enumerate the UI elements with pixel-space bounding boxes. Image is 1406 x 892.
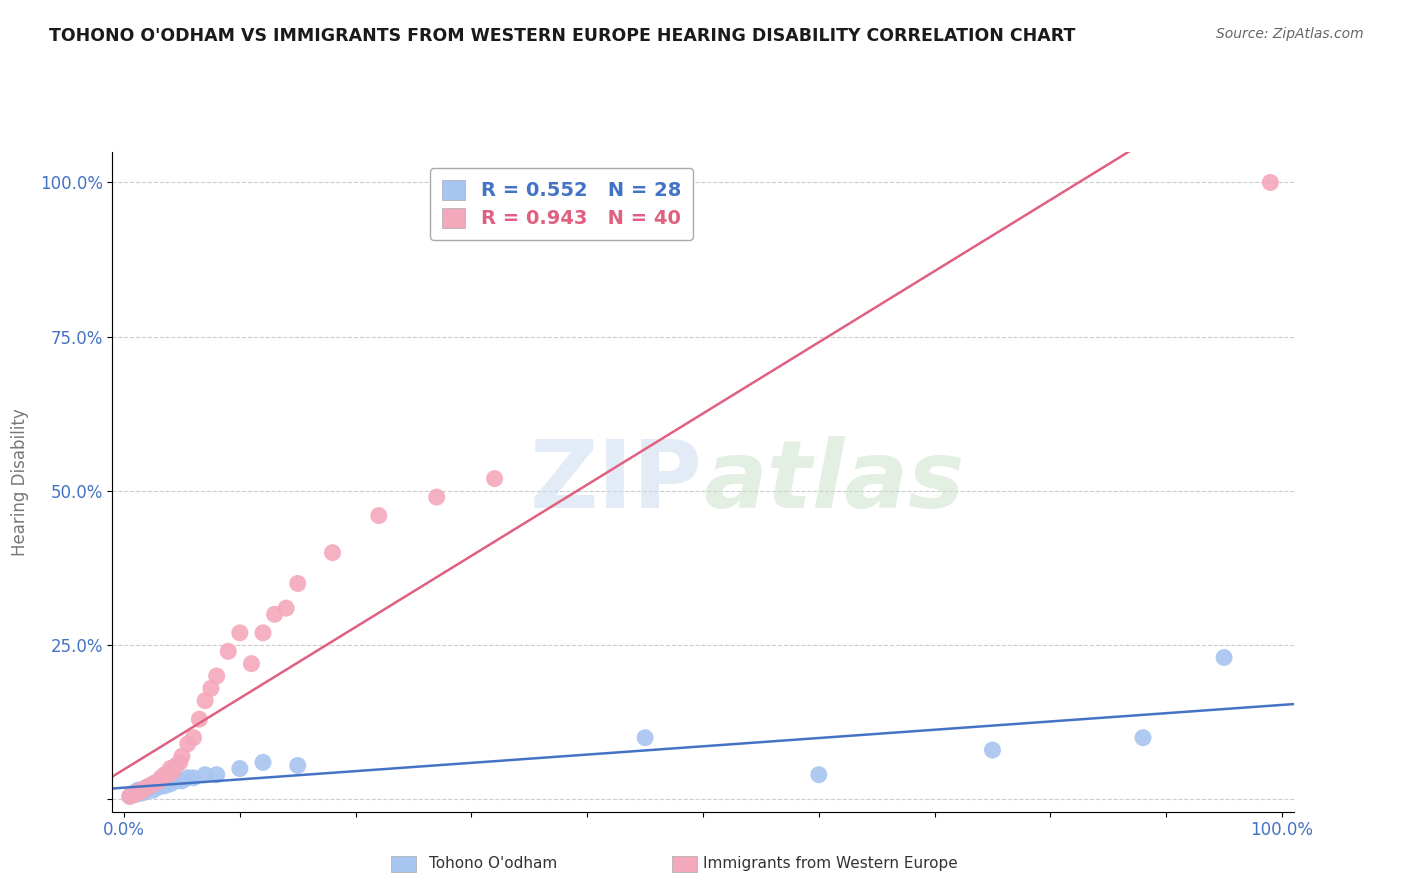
Point xyxy=(134,781,156,796)
Point xyxy=(287,758,309,772)
Point xyxy=(426,490,449,504)
Point xyxy=(484,472,506,486)
Point xyxy=(981,743,1004,757)
Point xyxy=(131,783,153,797)
Point xyxy=(127,783,149,797)
Point xyxy=(183,771,205,785)
Point xyxy=(263,607,285,622)
Text: TOHONO O'ODHAM VS IMMIGRANTS FROM WESTERN EUROPE HEARING DISABILITY CORRELATION : TOHONO O'ODHAM VS IMMIGRANTS FROM WESTER… xyxy=(49,27,1076,45)
Point xyxy=(150,771,173,785)
Point xyxy=(205,669,228,683)
Point xyxy=(162,764,184,779)
Point xyxy=(153,768,176,782)
Text: Immigrants from Western Europe: Immigrants from Western Europe xyxy=(703,856,957,871)
Point xyxy=(153,779,176,793)
Point xyxy=(200,681,222,696)
Point xyxy=(124,788,146,802)
Point xyxy=(122,786,145,800)
Point xyxy=(217,644,239,658)
Point xyxy=(170,749,193,764)
Point xyxy=(138,780,160,794)
Point xyxy=(276,601,298,615)
Point xyxy=(159,762,181,776)
Point xyxy=(118,789,141,804)
Point xyxy=(183,731,205,745)
Point xyxy=(169,756,191,770)
Point xyxy=(131,786,153,800)
Point xyxy=(229,762,252,776)
Text: ZIP: ZIP xyxy=(530,435,703,528)
Point xyxy=(136,781,159,796)
Point xyxy=(143,775,166,789)
Point xyxy=(159,777,181,791)
Point xyxy=(240,657,263,671)
Point xyxy=(134,785,156,799)
Point xyxy=(118,789,141,804)
Legend: R = 0.552   N = 28, R = 0.943   N = 40: R = 0.552 N = 28, R = 0.943 N = 40 xyxy=(430,168,693,240)
Y-axis label: Hearing Disability: Hearing Disability xyxy=(11,408,28,556)
Point xyxy=(1132,731,1154,745)
Point xyxy=(124,788,146,802)
Point xyxy=(148,780,170,794)
Point xyxy=(148,773,170,788)
Point xyxy=(177,737,200,751)
Point xyxy=(1260,176,1282,190)
Point xyxy=(129,784,152,798)
Point xyxy=(194,768,217,782)
Point xyxy=(121,788,143,802)
Point xyxy=(157,775,180,789)
Point xyxy=(252,756,274,770)
Text: Tohono O'odham: Tohono O'odham xyxy=(429,856,557,871)
Point xyxy=(1213,650,1236,665)
Point xyxy=(229,625,252,640)
Text: atlas: atlas xyxy=(703,435,965,528)
Point xyxy=(136,780,159,794)
Point xyxy=(367,508,389,523)
Point xyxy=(634,731,657,745)
Point xyxy=(157,768,180,782)
Point xyxy=(127,785,149,799)
Point xyxy=(165,758,187,772)
Point xyxy=(138,779,160,793)
Point xyxy=(165,773,187,788)
Point xyxy=(205,768,228,782)
Point xyxy=(188,712,211,726)
Point xyxy=(150,777,173,791)
Point xyxy=(287,576,309,591)
Point xyxy=(177,771,200,785)
Point xyxy=(170,773,193,788)
Point xyxy=(142,777,165,791)
Point xyxy=(194,694,217,708)
Point xyxy=(807,768,830,782)
Point xyxy=(321,546,343,560)
Text: Source: ZipAtlas.com: Source: ZipAtlas.com xyxy=(1216,27,1364,41)
Point xyxy=(252,625,274,640)
Point xyxy=(142,783,165,797)
Point xyxy=(132,782,155,797)
Point xyxy=(124,786,146,800)
